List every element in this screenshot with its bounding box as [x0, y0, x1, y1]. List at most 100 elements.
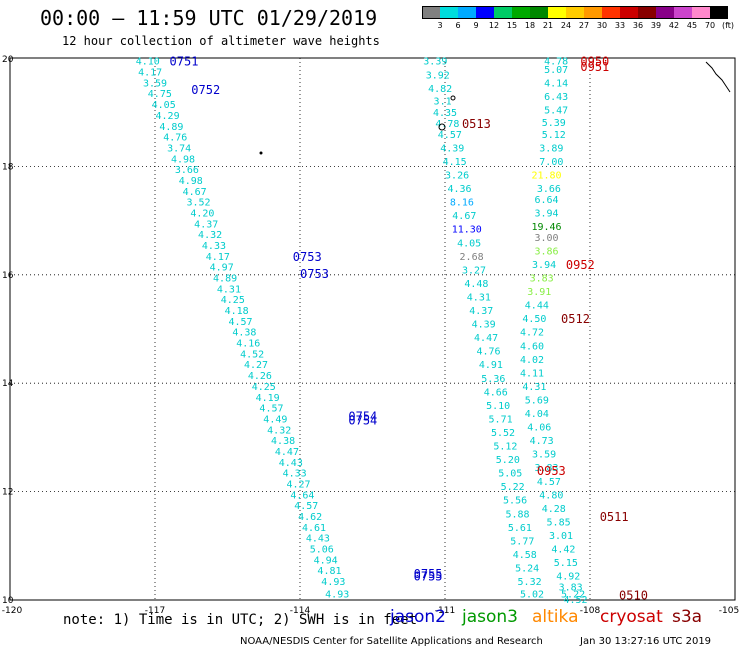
wave-height-point: 4.57	[438, 130, 462, 141]
wave-height-point: 3.1	[434, 96, 452, 107]
wave-height-point: 4.37	[469, 306, 493, 317]
buoy-marker	[450, 95, 456, 101]
satellite-legend-item: altika	[532, 607, 579, 627]
wave-height-point: 5.32	[518, 577, 542, 588]
color-scale-swatch	[476, 6, 494, 19]
wave-height-point: 4.27	[244, 360, 268, 371]
pass-time-label: 0752	[191, 83, 220, 97]
wave-height-point: 5.24	[515, 563, 539, 574]
wave-height-point: 5.12	[542, 130, 566, 141]
wave-height-point: 5.61	[508, 523, 532, 534]
wave-height-point: 3.27	[462, 265, 486, 276]
color-scale-label: 24	[560, 21, 572, 30]
wave-height-point: 4.14	[544, 78, 568, 89]
wave-height-point: 4.93	[321, 577, 345, 588]
wave-height-point: 7.00	[539, 157, 563, 168]
wave-height-point: 3.86	[534, 246, 558, 257]
wave-height-point: 4.17	[138, 68, 162, 79]
wave-height-point: 5.56	[503, 496, 527, 507]
color-scale-swatch	[638, 6, 656, 19]
buoy-marker	[438, 123, 446, 131]
wave-height-point: 5.22	[561, 589, 585, 600]
color-scale-swatch	[548, 6, 566, 19]
color-scale-swatch	[422, 6, 440, 19]
note-text: note: 1) Time is in UTC; 2) SWH is in fe…	[63, 612, 418, 628]
wave-height-point: 5.77	[510, 536, 534, 547]
wave-height-point: 5.07	[544, 65, 568, 76]
wave-height-point: 4.39	[440, 143, 464, 154]
wave-height-point: 4.39	[472, 320, 496, 331]
x-tick-label: -108	[580, 606, 601, 616]
wave-height-point: 5.71	[489, 414, 513, 425]
wave-height-point: 4.62	[298, 512, 322, 523]
wave-height-point: 3.00	[534, 233, 558, 244]
wave-height-point: 4.36	[447, 184, 471, 195]
wave-height-point: 4.42	[551, 545, 575, 556]
x-tick-label: -114	[290, 606, 311, 616]
wave-height-point: 4.28	[542, 504, 566, 515]
wave-height-point: 4.67	[452, 211, 476, 222]
pass-time-label: 0755	[414, 567, 443, 581]
wave-height-point: 4.43	[306, 534, 330, 545]
wave-height-point: 4.04	[525, 409, 549, 420]
wave-height-point: 4.37	[194, 219, 218, 230]
pass-time-label: 0755	[414, 570, 443, 584]
wave-height-point: 4.76	[163, 133, 187, 144]
pass-time-label: 0510	[619, 589, 648, 603]
wave-height-point: 3.26	[445, 171, 469, 182]
wave-height-point: 4.61	[302, 523, 326, 534]
credit-text: NOAA/NESDIS Center for Satellite Applica…	[240, 636, 543, 647]
wave-height-point: 19.46	[531, 222, 561, 233]
satellite-legend-item: jason3	[462, 607, 518, 627]
satellite-legend-item: jason2	[390, 607, 446, 627]
color-scale-label: 39	[650, 21, 662, 30]
pass-time-label: 0512	[561, 312, 590, 326]
wave-height-point: 4.57	[259, 404, 283, 415]
color-scale-label: 33	[614, 21, 626, 30]
color-scale-swatch	[656, 6, 674, 19]
chart-title: 00:00 – 11:59 UTC 01/29/2019	[40, 6, 378, 30]
wave-height-point: 8.16	[450, 198, 474, 209]
color-scale-swatch	[584, 6, 602, 19]
plot-frame	[9, 57, 736, 601]
wave-height-point: 4.73	[530, 436, 554, 447]
color-scale-swatch	[692, 6, 710, 19]
wave-height-point: 4.11	[520, 368, 544, 379]
wave-height-point: 5.85	[547, 517, 571, 528]
wave-height-point: 4.80	[539, 490, 563, 501]
wave-height-point: 4.97	[210, 263, 234, 274]
pass-time-label: 0753	[300, 267, 329, 281]
pass-time-label: 0754	[348, 414, 377, 428]
y-tick-label: 14	[2, 379, 14, 389]
wave-height-point: 4.05	[152, 100, 176, 111]
wave-height-point: 4.33	[202, 241, 226, 252]
wave-height-point: 4.48	[464, 279, 488, 290]
y-tick-label: 12	[2, 488, 13, 498]
y-tick-label: 18	[2, 162, 14, 172]
wave-height-point: 4.15	[443, 157, 467, 168]
color-scale-label: 18	[524, 21, 536, 30]
x-tick-label: -120	[2, 606, 23, 616]
color-scale-border	[422, 6, 728, 19]
color-scale-swatch	[566, 6, 584, 19]
wave-height-point: 4.58	[513, 550, 537, 561]
wave-height-point: 5.15	[554, 558, 578, 569]
wave-height-point: 4.44	[525, 301, 549, 312]
wave-height-point: 5.47	[544, 105, 568, 116]
pass-time-label: 0513	[462, 117, 491, 131]
wave-height-point: 4.50	[522, 314, 546, 325]
wave-height-point: 4.47	[474, 333, 498, 344]
wave-height-point: 5.22	[501, 482, 525, 493]
wave-height-point: 5.12	[493, 442, 517, 453]
wave-height-point: 4.94	[314, 555, 338, 566]
pass-time-label: 0754	[348, 410, 377, 424]
wave-height-point: 6.64	[534, 195, 558, 206]
wave-height-point: 4.72	[520, 328, 544, 339]
color-scale-swatch	[440, 6, 458, 19]
pass-time-label: 0953	[537, 464, 566, 478]
wave-height-point: 4.98	[179, 176, 203, 187]
wave-height-point: 4.10	[136, 57, 160, 68]
satellite-legend-item: s3a	[672, 607, 703, 627]
wave-height-point: 3.94	[532, 260, 556, 271]
